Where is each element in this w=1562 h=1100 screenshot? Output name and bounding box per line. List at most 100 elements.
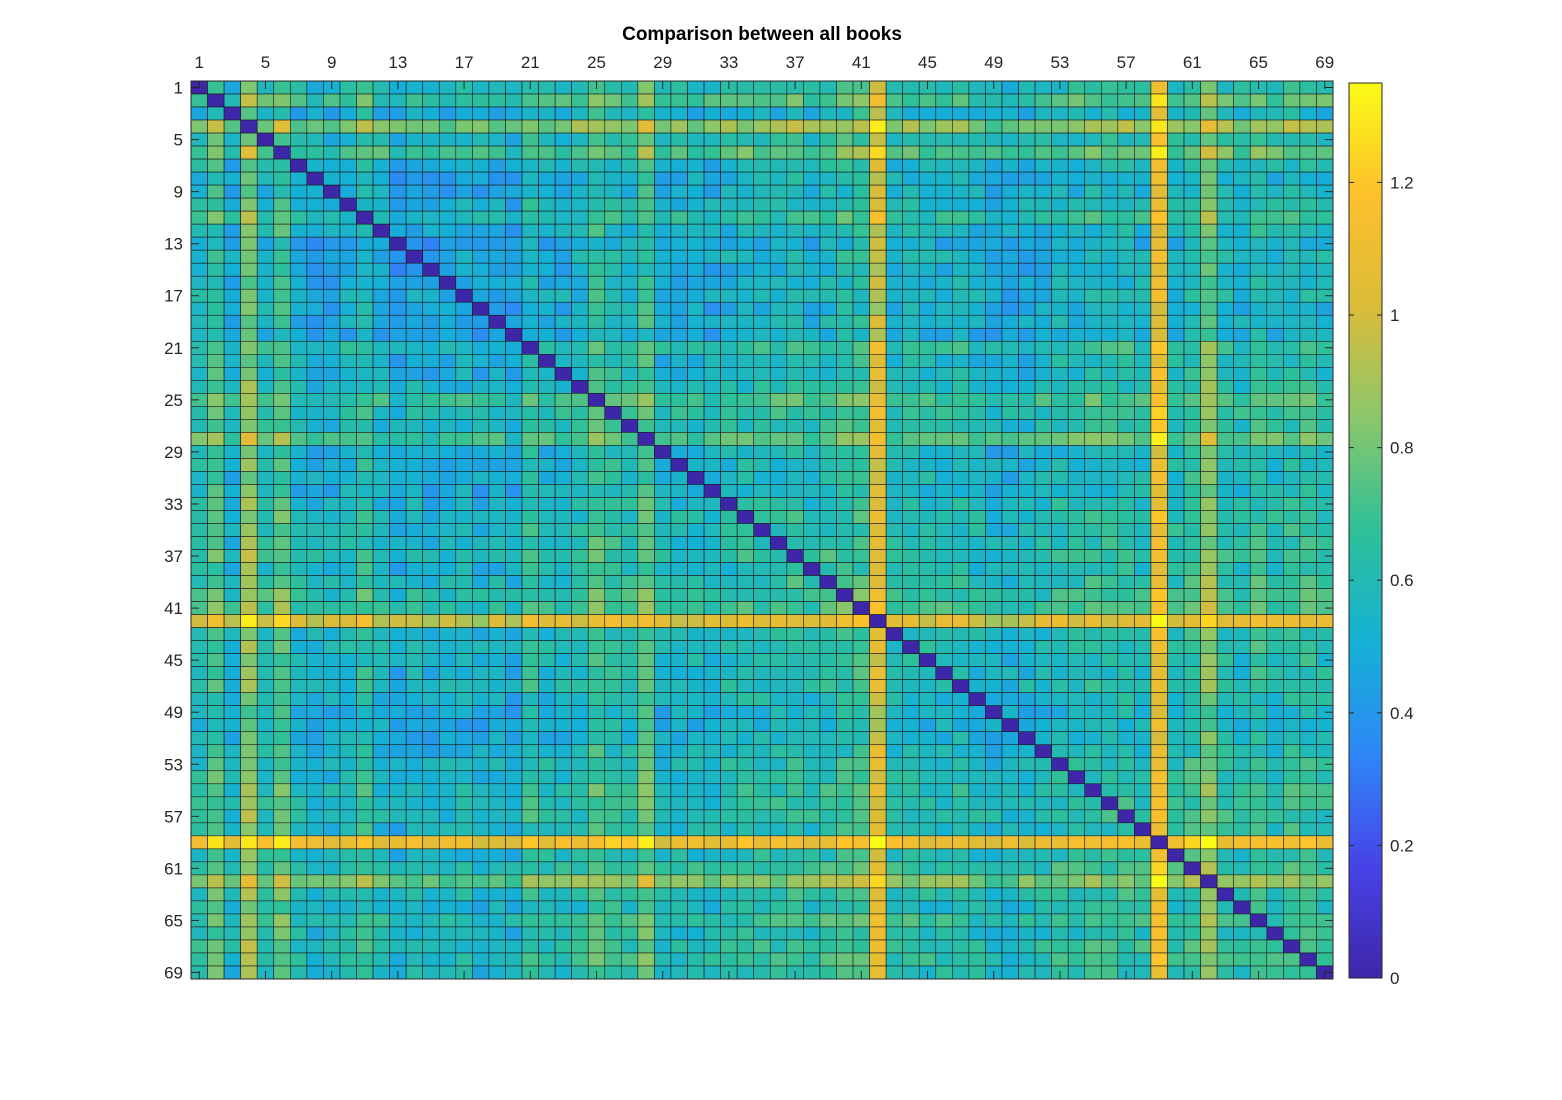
heatmap-cell bbox=[952, 249, 970, 264]
heatmap-cell bbox=[1167, 835, 1185, 850]
heatmap-cell bbox=[703, 601, 721, 615]
heatmap-cell bbox=[538, 575, 556, 589]
heatmap-cell bbox=[869, 197, 887, 212]
heatmap-cell bbox=[654, 340, 672, 355]
heatmap-cell bbox=[587, 419, 606, 433]
heatmap-cell bbox=[968, 471, 986, 485]
heatmap-cell bbox=[190, 796, 208, 811]
heatmap-cell bbox=[256, 614, 275, 628]
heatmap-cell bbox=[1018, 314, 1036, 329]
heatmap-cell bbox=[1167, 171, 1185, 186]
heatmap-cell bbox=[819, 132, 837, 147]
heatmap-cell bbox=[753, 275, 771, 290]
heatmap-cell bbox=[554, 510, 572, 524]
heatmap-cell bbox=[1018, 432, 1036, 446]
heatmap-cell bbox=[935, 380, 953, 394]
heatmap-cell bbox=[223, 692, 241, 706]
heatmap-cell bbox=[1200, 835, 1218, 850]
heatmap-cell bbox=[1034, 223, 1052, 238]
heatmap-cell bbox=[372, 497, 390, 511]
heatmap-cell bbox=[1299, 327, 1317, 342]
heatmap-cell bbox=[538, 223, 556, 238]
heatmap-cell bbox=[538, 679, 556, 693]
heatmap-cell bbox=[323, 744, 341, 759]
heatmap-cell bbox=[670, 575, 688, 589]
heatmap-cell bbox=[1266, 861, 1284, 876]
heatmap-cell bbox=[422, 640, 440, 654]
heatmap-cell bbox=[769, 419, 788, 433]
heatmap-cell bbox=[819, 887, 837, 902]
heatmap-cell bbox=[587, 757, 606, 772]
heatmap-cell bbox=[273, 80, 291, 95]
heatmap-cell bbox=[472, 848, 490, 863]
heatmap-cell bbox=[389, 562, 407, 576]
heatmap-cell bbox=[769, 913, 788, 928]
heatmap-cell bbox=[869, 926, 887, 941]
heatmap-cell bbox=[422, 393, 440, 407]
heatmap-cell bbox=[720, 275, 738, 290]
heatmap-cell bbox=[306, 314, 324, 329]
heatmap-cell bbox=[207, 653, 225, 667]
heatmap-cell bbox=[438, 80, 457, 95]
heatmap-cell bbox=[554, 275, 572, 290]
heatmap-cell bbox=[587, 705, 606, 720]
heatmap-cell bbox=[670, 848, 688, 863]
heatmap-cell bbox=[836, 340, 854, 355]
heatmap-cell bbox=[587, 236, 606, 251]
heatmap-cell bbox=[455, 757, 473, 772]
heatmap-cell bbox=[1233, 171, 1251, 186]
heatmap-cell bbox=[736, 471, 755, 485]
heatmap-cell bbox=[1316, 874, 1334, 889]
heatmap-cell bbox=[786, 327, 804, 342]
heatmap-cell bbox=[207, 874, 225, 889]
heatmap-cell bbox=[1249, 393, 1268, 407]
heatmap-cell bbox=[1167, 210, 1185, 225]
heatmap-cell bbox=[223, 640, 241, 654]
heatmap-cell bbox=[869, 861, 887, 876]
heatmap-cell bbox=[1316, 887, 1334, 902]
heatmap-cell bbox=[621, 653, 639, 667]
heatmap-cell bbox=[935, 965, 953, 980]
heatmap-cell bbox=[687, 145, 705, 160]
heatmap-cell bbox=[852, 952, 870, 967]
heatmap-cell bbox=[389, 327, 407, 342]
heatmap-cell bbox=[753, 445, 771, 459]
heatmap-cell bbox=[505, 184, 523, 199]
heatmap-cell bbox=[405, 744, 424, 759]
heatmap-cell bbox=[1216, 93, 1234, 108]
heatmap-cell bbox=[323, 887, 341, 902]
heatmap-cell bbox=[753, 158, 771, 173]
heatmap-cell bbox=[422, 236, 440, 251]
heatmap-cell bbox=[1067, 93, 1086, 108]
heatmap-cell bbox=[190, 327, 208, 342]
heatmap-cell bbox=[885, 640, 903, 654]
heatmap-cell bbox=[621, 627, 639, 641]
heatmap-cell bbox=[389, 679, 407, 693]
heatmap-cell bbox=[554, 380, 572, 394]
heatmap-cell bbox=[538, 236, 556, 251]
heatmap-cell bbox=[1316, 367, 1334, 381]
heatmap-cell bbox=[852, 340, 870, 355]
heatmap-cell bbox=[786, 744, 804, 759]
heatmap-cell bbox=[505, 965, 523, 980]
heatmap-cell bbox=[1134, 757, 1152, 772]
heatmap-cell bbox=[1001, 757, 1019, 772]
heatmap-cell bbox=[521, 171, 539, 186]
heatmap-cell bbox=[720, 731, 738, 746]
heatmap-cell bbox=[1100, 562, 1119, 576]
heatmap-cell bbox=[753, 640, 771, 654]
heatmap-cell bbox=[1134, 419, 1152, 433]
heatmap-cell bbox=[604, 679, 622, 693]
heatmap-cell bbox=[571, 210, 589, 225]
heatmap-cell bbox=[902, 314, 920, 329]
heatmap-cell bbox=[703, 783, 721, 798]
heatmap-cell bbox=[389, 184, 407, 199]
heatmap-cell bbox=[836, 158, 854, 173]
heatmap-cell bbox=[968, 731, 986, 746]
heatmap-cell bbox=[935, 588, 953, 602]
heatmap-cell bbox=[1216, 406, 1234, 420]
heatmap-cell bbox=[422, 562, 440, 576]
heatmap-cell bbox=[1067, 288, 1086, 303]
heatmap-cell bbox=[803, 783, 821, 798]
heatmap-cell bbox=[339, 445, 357, 459]
